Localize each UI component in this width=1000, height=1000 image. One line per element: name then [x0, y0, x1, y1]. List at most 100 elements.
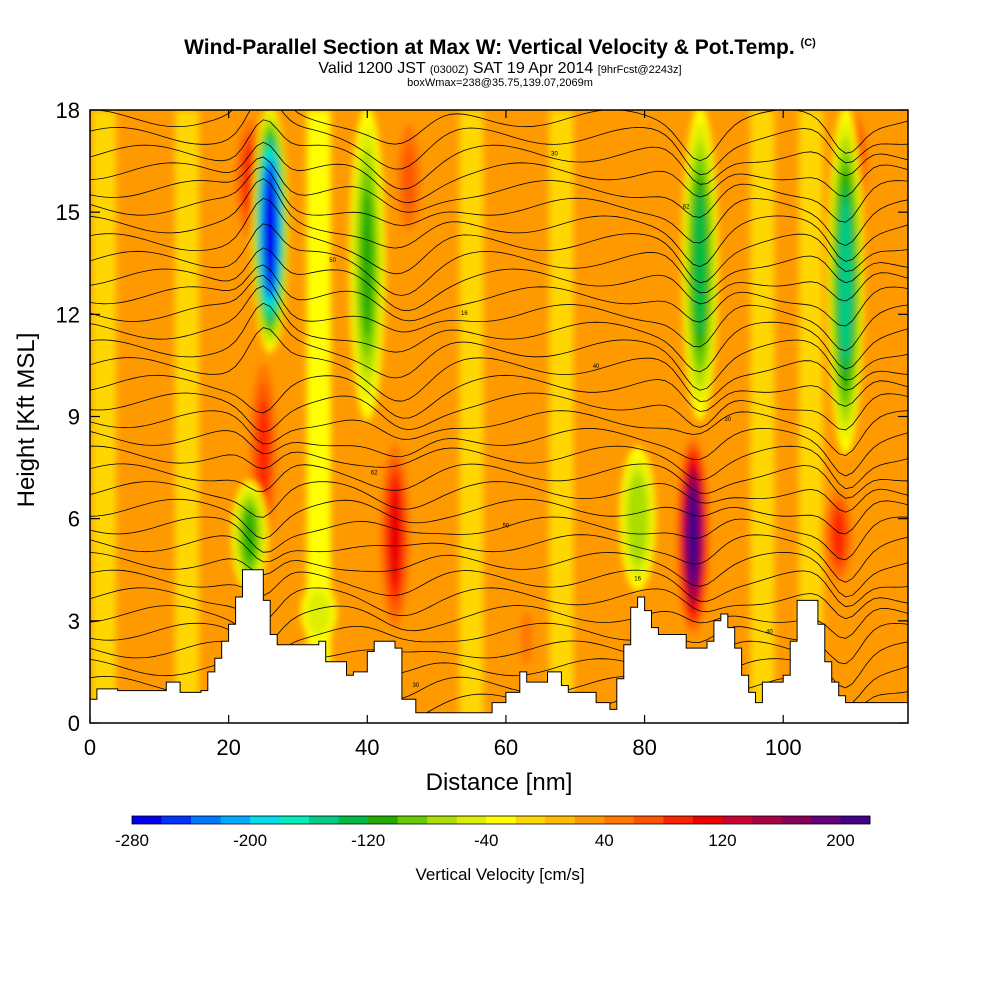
- isentrope-label-16: 30: [724, 417, 731, 423]
- colorbar-tick-label: 120: [708, 831, 736, 850]
- colorbar-swatch-0: [132, 816, 163, 824]
- isentrope-line-21: [90, 285, 908, 373]
- isentrope-line-13: [90, 463, 908, 499]
- colorbar-swatch-20: [722, 816, 753, 824]
- downdraft-cell-6: [619, 446, 656, 591]
- isentrope-label-7: 16: [634, 577, 641, 583]
- colorbar-swatch-15: [574, 816, 605, 824]
- isentrope-label-1: 30: [412, 683, 419, 689]
- colorbar-swatch-14: [545, 816, 576, 824]
- downdraft-cell-4: [231, 480, 268, 591]
- x-tick-label: 100: [765, 735, 802, 760]
- colorbar-swatch-4: [250, 816, 281, 824]
- isentrope-line-29: [90, 156, 908, 223]
- field-band-3: [459, 110, 484, 723]
- colorbar-swatch-24: [840, 816, 871, 824]
- colorbar-swatch-11: [456, 816, 487, 824]
- terrain-mask: [90, 569, 908, 723]
- y-axis: 0 3 6 9 12 15 18: [56, 98, 908, 736]
- velocity-field: [90, 110, 908, 723]
- isentrope-line-23: [90, 264, 908, 327]
- colorbar-swatch-6: [309, 816, 340, 824]
- isentrope-line-11: [90, 498, 908, 540]
- colorbar-swatch-9: [397, 816, 428, 824]
- isentrope-line-16: [90, 410, 908, 457]
- isentrope-line-18: [90, 374, 908, 419]
- colorbar-label: Vertical Velocity [cm/s]: [415, 865, 584, 884]
- colorbar-swatch-3: [220, 816, 251, 824]
- colorbar-swatch-13: [515, 816, 546, 824]
- x-axis-label: Distance [nm]: [426, 769, 573, 796]
- isentrope-line-32: [90, 110, 908, 176]
- colorbar-tick-label: -120: [351, 831, 385, 850]
- isentrope-line-28: [90, 166, 908, 247]
- y-tick-label: 3: [68, 609, 80, 634]
- isentrope-line-10: [90, 516, 908, 561]
- downdraft-cell-0: [252, 110, 289, 353]
- x-tick-label: 60: [494, 735, 518, 760]
- isentrope-line-8: [90, 551, 908, 598]
- isentrope-line-19: [90, 327, 908, 402]
- isentrope-contours: 30 40 16 50 62 30 40 16 50 62 30: [90, 110, 908, 723]
- colorbar-swatch-2: [191, 816, 222, 824]
- field-band-4: [549, 110, 574, 723]
- y-tick-label: 12: [56, 302, 80, 327]
- updraft-cell-6: [390, 110, 427, 251]
- x-tick-label: 40: [355, 735, 379, 760]
- colorbar-swatch-19: [692, 816, 723, 824]
- isentrope-line-5: [90, 605, 908, 646]
- isentrope-label-28: 62: [683, 205, 690, 211]
- y-axis-label: Height [Kft MSL]: [13, 333, 40, 508]
- y-tick-label: 9: [68, 405, 80, 430]
- colorbar-tick-label: -40: [474, 831, 499, 850]
- isentrope-line-6: [90, 587, 908, 622]
- colorbar-swatch-16: [604, 816, 635, 824]
- isentrope-label-4: 40: [766, 630, 773, 636]
- colorbar-frame: [131, 815, 871, 825]
- isentrope-line-4: [90, 622, 908, 665]
- isentrope-line-24: [90, 247, 908, 312]
- colorbar-swatch-21: [751, 816, 782, 824]
- x-tick-label: 80: [632, 735, 656, 760]
- isentrope-line-27: [90, 178, 908, 268]
- y-tick-label: 18: [56, 98, 80, 123]
- colorbar-swatch-1: [161, 816, 192, 824]
- downdraft-cell-3: [827, 110, 864, 455]
- colorbar-swatch-23: [810, 816, 841, 824]
- x-tick-label: 20: [216, 735, 240, 760]
- y-tick-label: 0: [68, 711, 80, 736]
- downdraft-cell-1: [349, 110, 386, 421]
- isentrope-label-13: 62: [371, 470, 378, 476]
- colorbar-tick-label: -280: [115, 831, 149, 850]
- colorbar-swatch-8: [368, 816, 399, 824]
- colorbar-swatch-17: [633, 816, 664, 824]
- x-tick-label: 0: [84, 735, 96, 760]
- colorbar-tick-label: 40: [595, 831, 614, 850]
- colorbar-tick-label: 200: [826, 831, 854, 850]
- x-axis: 0 20 40 60 80 100: [84, 110, 802, 760]
- colorbar-swatch-18: [663, 816, 694, 824]
- isentrope-line-20: [90, 302, 908, 391]
- y-tick-label: 15: [56, 200, 80, 225]
- isentrope-line-15: [90, 427, 908, 477]
- chart-title: Wind-Parallel Section at Max W: Vertical…: [184, 36, 816, 59]
- downdraft-cell-2: [682, 110, 719, 421]
- isentrope-line-25: [90, 223, 908, 296]
- downdraft-cell-5: [300, 582, 337, 642]
- isentrope-label-19: 40: [593, 364, 600, 370]
- y-tick-label: 6: [68, 507, 80, 532]
- isentrope-line-30: [90, 141, 908, 204]
- colorbar-swatch-22: [781, 816, 812, 824]
- colorbar-tick-label: -200: [233, 831, 267, 850]
- isentrope-line-33: [90, 110, 908, 162]
- colorbar-swatch-10: [427, 816, 458, 824]
- isentrope-line-12: [90, 481, 908, 518]
- isentrope-line-26: [90, 197, 908, 284]
- isentrope-line-9: [90, 534, 908, 583]
- isentrope-label-22: 16: [461, 311, 468, 317]
- isentrope-line-7: [90, 569, 908, 608]
- colorbar-swatch-7: [338, 816, 369, 824]
- field-background: [90, 110, 908, 723]
- chart-box-info: boxWmax=238@35.75,139.07,2069m: [407, 77, 593, 89]
